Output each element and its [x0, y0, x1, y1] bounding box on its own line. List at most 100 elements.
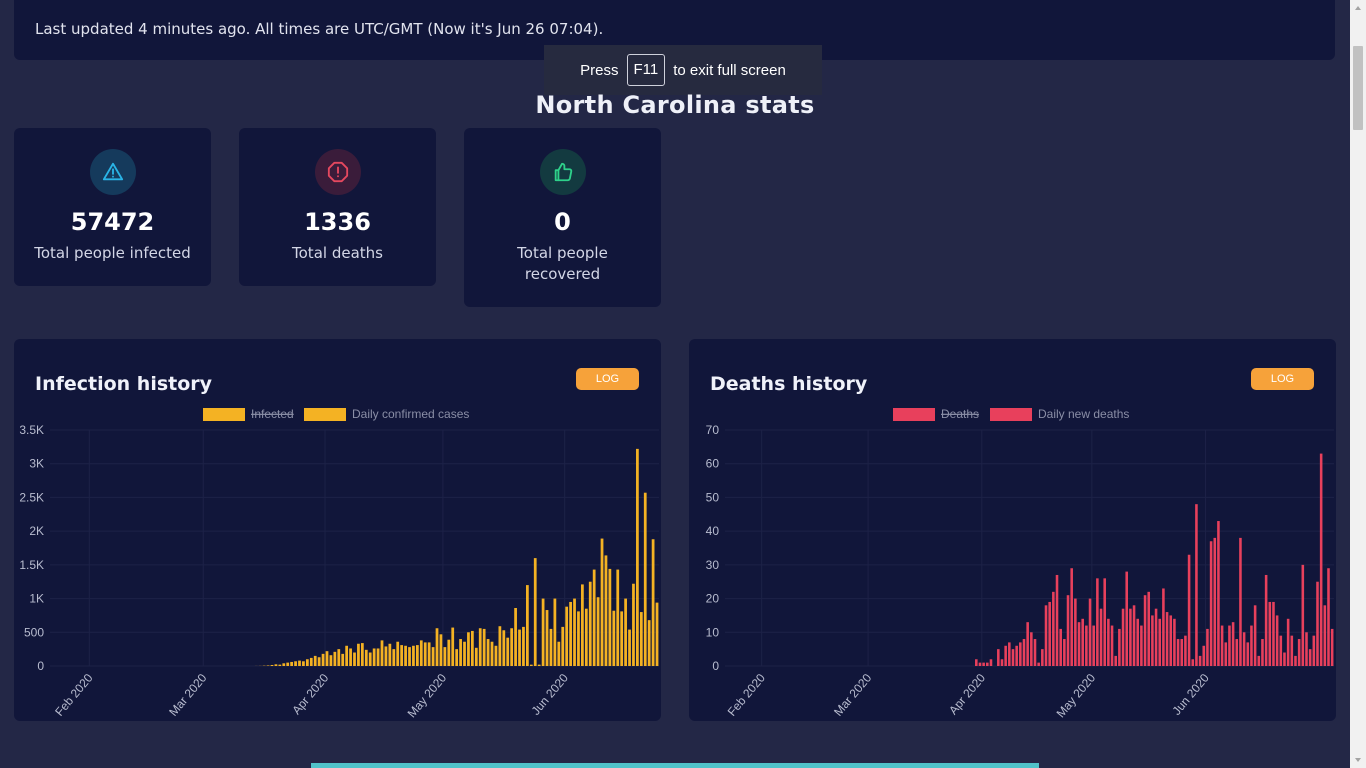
deaths-bar — [1242, 632, 1246, 666]
page-scrollbar[interactable] — [1350, 0, 1366, 768]
deaths-bar — [1088, 598, 1092, 666]
infection-bar — [561, 626, 565, 666]
deaths-bar — [1107, 618, 1110, 666]
infection-legend-swatch[interactable] — [304, 408, 346, 421]
infection-xtick-label: Feb 2020 — [52, 671, 96, 719]
deaths-bar — [1312, 635, 1316, 666]
infection-legend-label[interactable]: Infected — [251, 407, 294, 421]
infection-bar — [337, 649, 341, 666]
deaths-bar — [1176, 639, 1180, 666]
last-updated-text: Last updated 4 minutes ago. All times ar… — [35, 20, 604, 38]
infection-bar — [636, 448, 639, 666]
infection-bar — [565, 606, 569, 666]
infection-bar — [643, 492, 647, 666]
infection-bar — [309, 657, 313, 666]
infection-bar — [655, 602, 659, 666]
deaths-legend-label[interactable]: Daily new deaths — [1038, 407, 1129, 421]
deaths-bar — [1118, 628, 1121, 666]
infection-bar — [313, 655, 317, 666]
infection-bar — [427, 642, 431, 666]
deaths-bar — [1279, 635, 1283, 666]
infection-bar — [302, 661, 305, 666]
infection-xtick-label: Mar 2020 — [166, 671, 210, 719]
infection-bar — [357, 643, 360, 666]
infection-bar — [529, 664, 533, 666]
deaths-bar — [1217, 521, 1220, 666]
deaths-bar — [982, 662, 985, 666]
deaths-bar — [1184, 635, 1187, 666]
stat-card-recovered: 0 Total people recovered — [464, 128, 661, 307]
deaths-bar — [1301, 564, 1305, 666]
infection-bar — [502, 630, 506, 666]
infection-log-button[interactable]: LOG — [576, 368, 639, 390]
infection-bar — [455, 649, 459, 666]
fullscreen-toast: Press F11 to exit full screen — [544, 45, 822, 95]
infection-bar — [360, 643, 364, 666]
deaths-bar — [1305, 632, 1308, 666]
infection-bar — [329, 655, 333, 666]
deaths-legend-label[interactable]: Deaths — [941, 407, 979, 421]
infection-bar — [620, 611, 624, 666]
deaths-bar — [1275, 615, 1279, 666]
deaths-log-button[interactable]: LOG — [1251, 368, 1314, 390]
infection-ytick-label: 2.5K — [19, 490, 44, 504]
infection-bar — [274, 664, 278, 666]
infection-legend-label[interactable]: Daily confirmed cases — [352, 407, 469, 421]
infection-ytick-label: 500 — [24, 625, 44, 639]
infection-bar — [482, 628, 486, 666]
deaths-bar — [1283, 652, 1286, 666]
deaths-legend-swatch[interactable] — [990, 408, 1032, 421]
stat-value-deaths: 1336 — [304, 208, 371, 236]
deaths-bar — [1136, 618, 1140, 666]
deaths-bar — [1008, 642, 1011, 666]
deaths-xtick-label: Jun 2020 — [1169, 671, 1212, 718]
deaths-bar — [1099, 608, 1103, 666]
deaths-xtick-label: Apr 2020 — [946, 671, 988, 718]
deaths-bar — [1198, 655, 1202, 666]
deaths-xtick-label: May 2020 — [1054, 671, 1099, 721]
stat-label-recovered: Total people recovered — [517, 244, 608, 283]
deaths-bar — [1143, 595, 1147, 666]
deaths-bar — [1085, 625, 1088, 666]
deaths-bar — [1286, 618, 1290, 666]
deaths-bar — [1297, 639, 1301, 666]
infection-bar — [345, 645, 349, 666]
deaths-bar — [1173, 618, 1176, 666]
infection-xtick-label: May 2020 — [405, 671, 450, 721]
infection-bar — [608, 568, 612, 666]
deaths-legend-swatch[interactable] — [893, 408, 935, 421]
scroll-thumb[interactable] — [1353, 46, 1363, 130]
infection-bar — [384, 646, 388, 666]
infection-bar — [533, 558, 537, 666]
deaths-history-title: Deaths history — [710, 373, 868, 395]
infection-bar — [404, 645, 407, 666]
deaths-bar — [997, 649, 1000, 666]
deaths-bar — [1048, 601, 1051, 666]
deaths-bar — [1154, 608, 1158, 666]
scroll-up-arrow-icon[interactable] — [1355, 6, 1361, 10]
deaths-bar — [1033, 639, 1037, 666]
infection-bar — [459, 639, 462, 666]
infection-legend-swatch[interactable] — [203, 408, 245, 421]
deaths-bars — [975, 453, 1334, 666]
deaths-xtick-label: Mar 2020 — [831, 671, 875, 719]
infection-bar — [518, 629, 521, 666]
infection-bar — [376, 648, 380, 666]
infection-bar — [305, 659, 309, 666]
deaths-bar — [1250, 625, 1253, 666]
deaths-bar — [1257, 655, 1261, 666]
infection-bar — [588, 581, 592, 666]
infection-bar — [435, 628, 439, 666]
deaths-bar — [1059, 628, 1062, 666]
infection-bar — [549, 628, 553, 666]
infection-bar — [494, 645, 498, 666]
deaths-bar — [1290, 635, 1294, 666]
deaths-bar — [1261, 639, 1264, 666]
infection-bar — [412, 645, 415, 666]
deaths-ytick-label: 60 — [706, 457, 720, 471]
scroll-down-arrow-icon[interactable] — [1355, 758, 1361, 762]
deaths-bar — [1162, 588, 1165, 666]
deaths-grid — [725, 429, 1334, 667]
deaths-bar — [1022, 639, 1026, 666]
deaths-history-chart: 0 10 20 30 40 50 60 70 Feb 2020 Mar 2020 Apr 2020 M… — [706, 407, 1334, 721]
